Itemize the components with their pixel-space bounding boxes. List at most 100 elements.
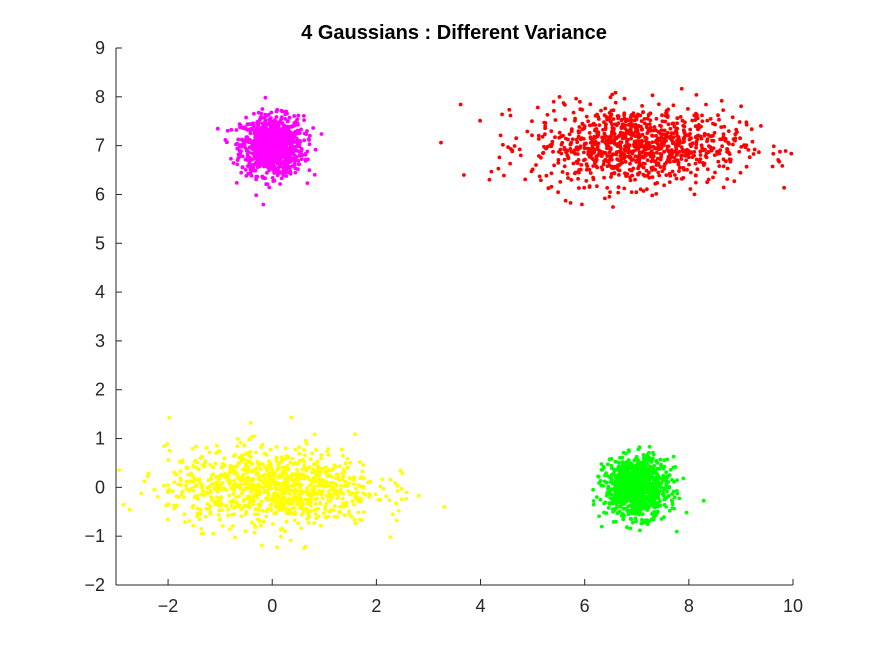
data-point	[622, 513, 626, 518]
data-point	[180, 460, 185, 465]
data-point	[358, 460, 362, 464]
data-point	[582, 142, 587, 147]
data-point	[234, 495, 239, 499]
data-point	[167, 448, 172, 453]
data-point	[584, 179, 589, 183]
data-point	[727, 157, 732, 162]
y-tick-label: −2	[84, 575, 105, 595]
data-point	[176, 482, 181, 487]
data-point	[650, 193, 655, 198]
data-point	[617, 163, 622, 167]
data-point	[304, 132, 309, 137]
data-point	[262, 164, 266, 169]
data-point	[666, 122, 671, 127]
data-point	[673, 465, 678, 469]
data-point	[294, 473, 298, 478]
data-point	[690, 142, 694, 146]
data-point	[603, 126, 608, 130]
data-point	[638, 154, 642, 158]
data-point	[559, 134, 564, 139]
data-point	[261, 202, 266, 207]
data-point	[632, 466, 636, 471]
data-point	[281, 495, 285, 500]
data-point	[279, 455, 284, 459]
data-point	[250, 121, 255, 126]
data-point	[643, 161, 647, 166]
data-point	[665, 114, 670, 118]
data-point	[240, 165, 245, 170]
data-point	[317, 488, 321, 493]
data-point	[529, 169, 534, 174]
data-point	[282, 167, 287, 172]
data-point	[576, 134, 581, 139]
data-point	[300, 153, 305, 158]
data-point	[283, 446, 288, 451]
data-point	[659, 481, 664, 485]
data-point	[653, 159, 658, 164]
data-point	[387, 498, 392, 503]
data-point	[264, 509, 269, 513]
data-point	[291, 146, 295, 151]
data-point	[624, 174, 629, 179]
data-point	[276, 155, 281, 160]
data-point	[684, 158, 688, 163]
data-point	[672, 480, 676, 484]
data-point	[287, 135, 292, 140]
data-point	[583, 157, 587, 162]
data-point	[233, 535, 237, 540]
data-point	[220, 502, 224, 507]
data-point	[566, 156, 571, 161]
data-point	[215, 495, 220, 499]
data-point	[220, 524, 225, 528]
data-point	[610, 501, 615, 506]
data-point	[606, 117, 611, 122]
data-point	[228, 527, 232, 531]
data-point	[664, 470, 668, 475]
data-point	[540, 134, 545, 139]
data-point	[783, 149, 788, 153]
data-point	[646, 151, 650, 156]
data-point	[630, 491, 634, 496]
data-point	[313, 497, 318, 502]
data-point	[579, 163, 584, 167]
data-point	[750, 139, 755, 144]
data-point	[654, 459, 659, 463]
data-point	[545, 112, 550, 117]
data-point	[639, 475, 643, 480]
data-point	[610, 472, 615, 477]
data-point	[578, 99, 582, 104]
data-point	[576, 169, 581, 174]
y-tick-label: 1	[95, 429, 105, 449]
y-tick-label: 9	[95, 38, 105, 58]
data-point	[240, 491, 245, 496]
data-point	[260, 137, 265, 141]
data-point	[647, 477, 652, 482]
data-point	[665, 457, 670, 462]
data-point	[556, 158, 561, 162]
data-point	[142, 479, 147, 484]
data-point	[268, 162, 273, 167]
data-point	[739, 104, 743, 109]
data-point	[242, 457, 247, 462]
data-point	[662, 458, 667, 463]
data-point	[478, 118, 482, 123]
data-point	[299, 482, 304, 487]
data-point	[260, 146, 264, 151]
data-point	[236, 137, 241, 142]
data-point	[284, 472, 288, 476]
data-point	[640, 127, 644, 131]
data-point	[263, 496, 268, 501]
data-point	[356, 510, 361, 515]
data-point	[209, 489, 213, 494]
data-point	[650, 140, 655, 145]
data-point	[324, 465, 328, 469]
data-point	[644, 138, 648, 143]
data-point	[195, 511, 200, 516]
data-point	[290, 124, 294, 129]
data-point	[629, 517, 634, 522]
data-point	[577, 130, 582, 134]
data-point	[719, 125, 724, 129]
data-point	[688, 132, 692, 136]
data-point	[281, 132, 286, 137]
